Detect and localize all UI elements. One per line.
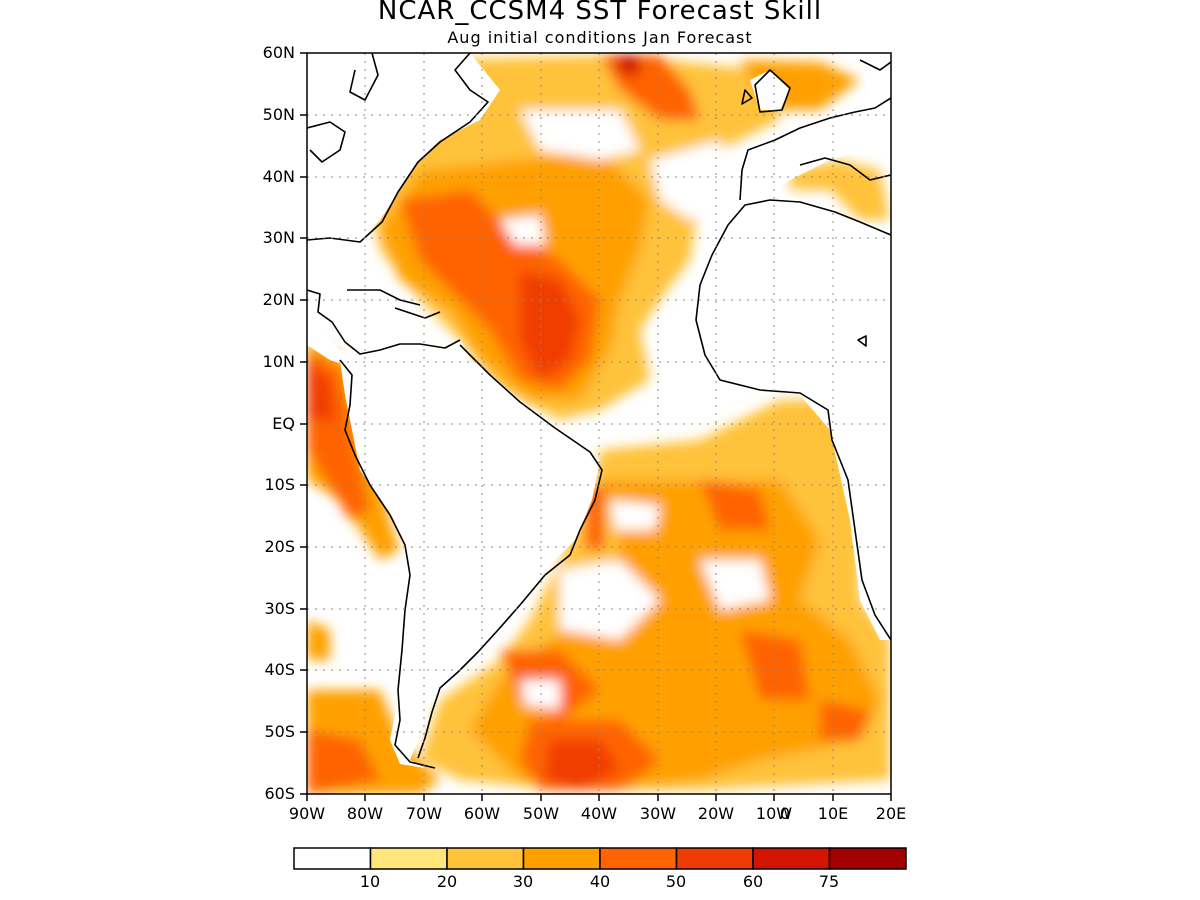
colorbar-label-40: 40 bbox=[589, 872, 611, 891]
colorbar-swatch bbox=[752, 847, 831, 870]
colorbar-swatch bbox=[675, 847, 754, 870]
colorbar-swatch bbox=[828, 847, 907, 870]
x-label-0: 0 bbox=[779, 804, 791, 823]
colorbar-swatch bbox=[446, 847, 525, 870]
x-label-20e: 20E bbox=[875, 804, 907, 823]
gridlines bbox=[307, 53, 891, 794]
colorbar-swatch bbox=[599, 847, 678, 870]
colorbar-label-50: 50 bbox=[665, 872, 687, 891]
colorbar-swatch bbox=[369, 847, 448, 870]
y-label-50s: 50S bbox=[264, 722, 295, 741]
colorbar-label-10: 10 bbox=[359, 872, 381, 891]
y-label-20s: 20S bbox=[264, 537, 295, 556]
x-label-70w: 70W bbox=[405, 804, 443, 823]
x-label-30w: 30W bbox=[639, 804, 677, 823]
colorbar-label-20: 20 bbox=[436, 872, 458, 891]
x-label-60w: 60W bbox=[463, 804, 501, 823]
y-label-40n: 40N bbox=[262, 167, 295, 186]
y-label-30n: 30N bbox=[262, 228, 295, 247]
map-title: NCAR_CCSM4 SST Forecast Skill bbox=[377, 0, 823, 26]
x-label-80w: 80W bbox=[346, 804, 384, 823]
colorbar-label-30: 30 bbox=[512, 872, 534, 891]
y-label-20n: 20N bbox=[262, 290, 295, 309]
x-label-20w: 20W bbox=[697, 804, 735, 823]
map-subtitle: Aug initial conditions Jan Forecast bbox=[447, 28, 753, 47]
land-mask bbox=[307, 53, 891, 768]
y-label-eq: EQ bbox=[272, 414, 295, 433]
x-label-50w: 50W bbox=[522, 804, 560, 823]
y-label-10n: 10N bbox=[262, 352, 295, 371]
x-label-40w: 40W bbox=[580, 804, 618, 823]
x-label-90w: 90W bbox=[288, 804, 326, 823]
y-label-30s: 30S bbox=[264, 599, 295, 618]
colorbar-label-75: 75 bbox=[818, 872, 840, 891]
colorbar bbox=[293, 847, 907, 870]
y-label-10s: 10S bbox=[264, 475, 295, 494]
y-label-40s: 40S bbox=[264, 660, 295, 679]
x-label-10e: 10E bbox=[817, 804, 849, 823]
y-label-60s: 60S bbox=[264, 784, 295, 803]
colorbar-swatch bbox=[293, 847, 372, 870]
y-label-50n: 50N bbox=[262, 105, 295, 124]
skill-shading bbox=[307, 53, 891, 794]
coastlines bbox=[307, 53, 891, 769]
colorbar-swatch bbox=[522, 847, 601, 870]
axis-ticks bbox=[300, 52, 892, 801]
colorbar-label-60: 60 bbox=[742, 872, 764, 891]
x-label-10w: 10W bbox=[755, 804, 793, 823]
y-label-60n: 60N bbox=[262, 43, 295, 62]
